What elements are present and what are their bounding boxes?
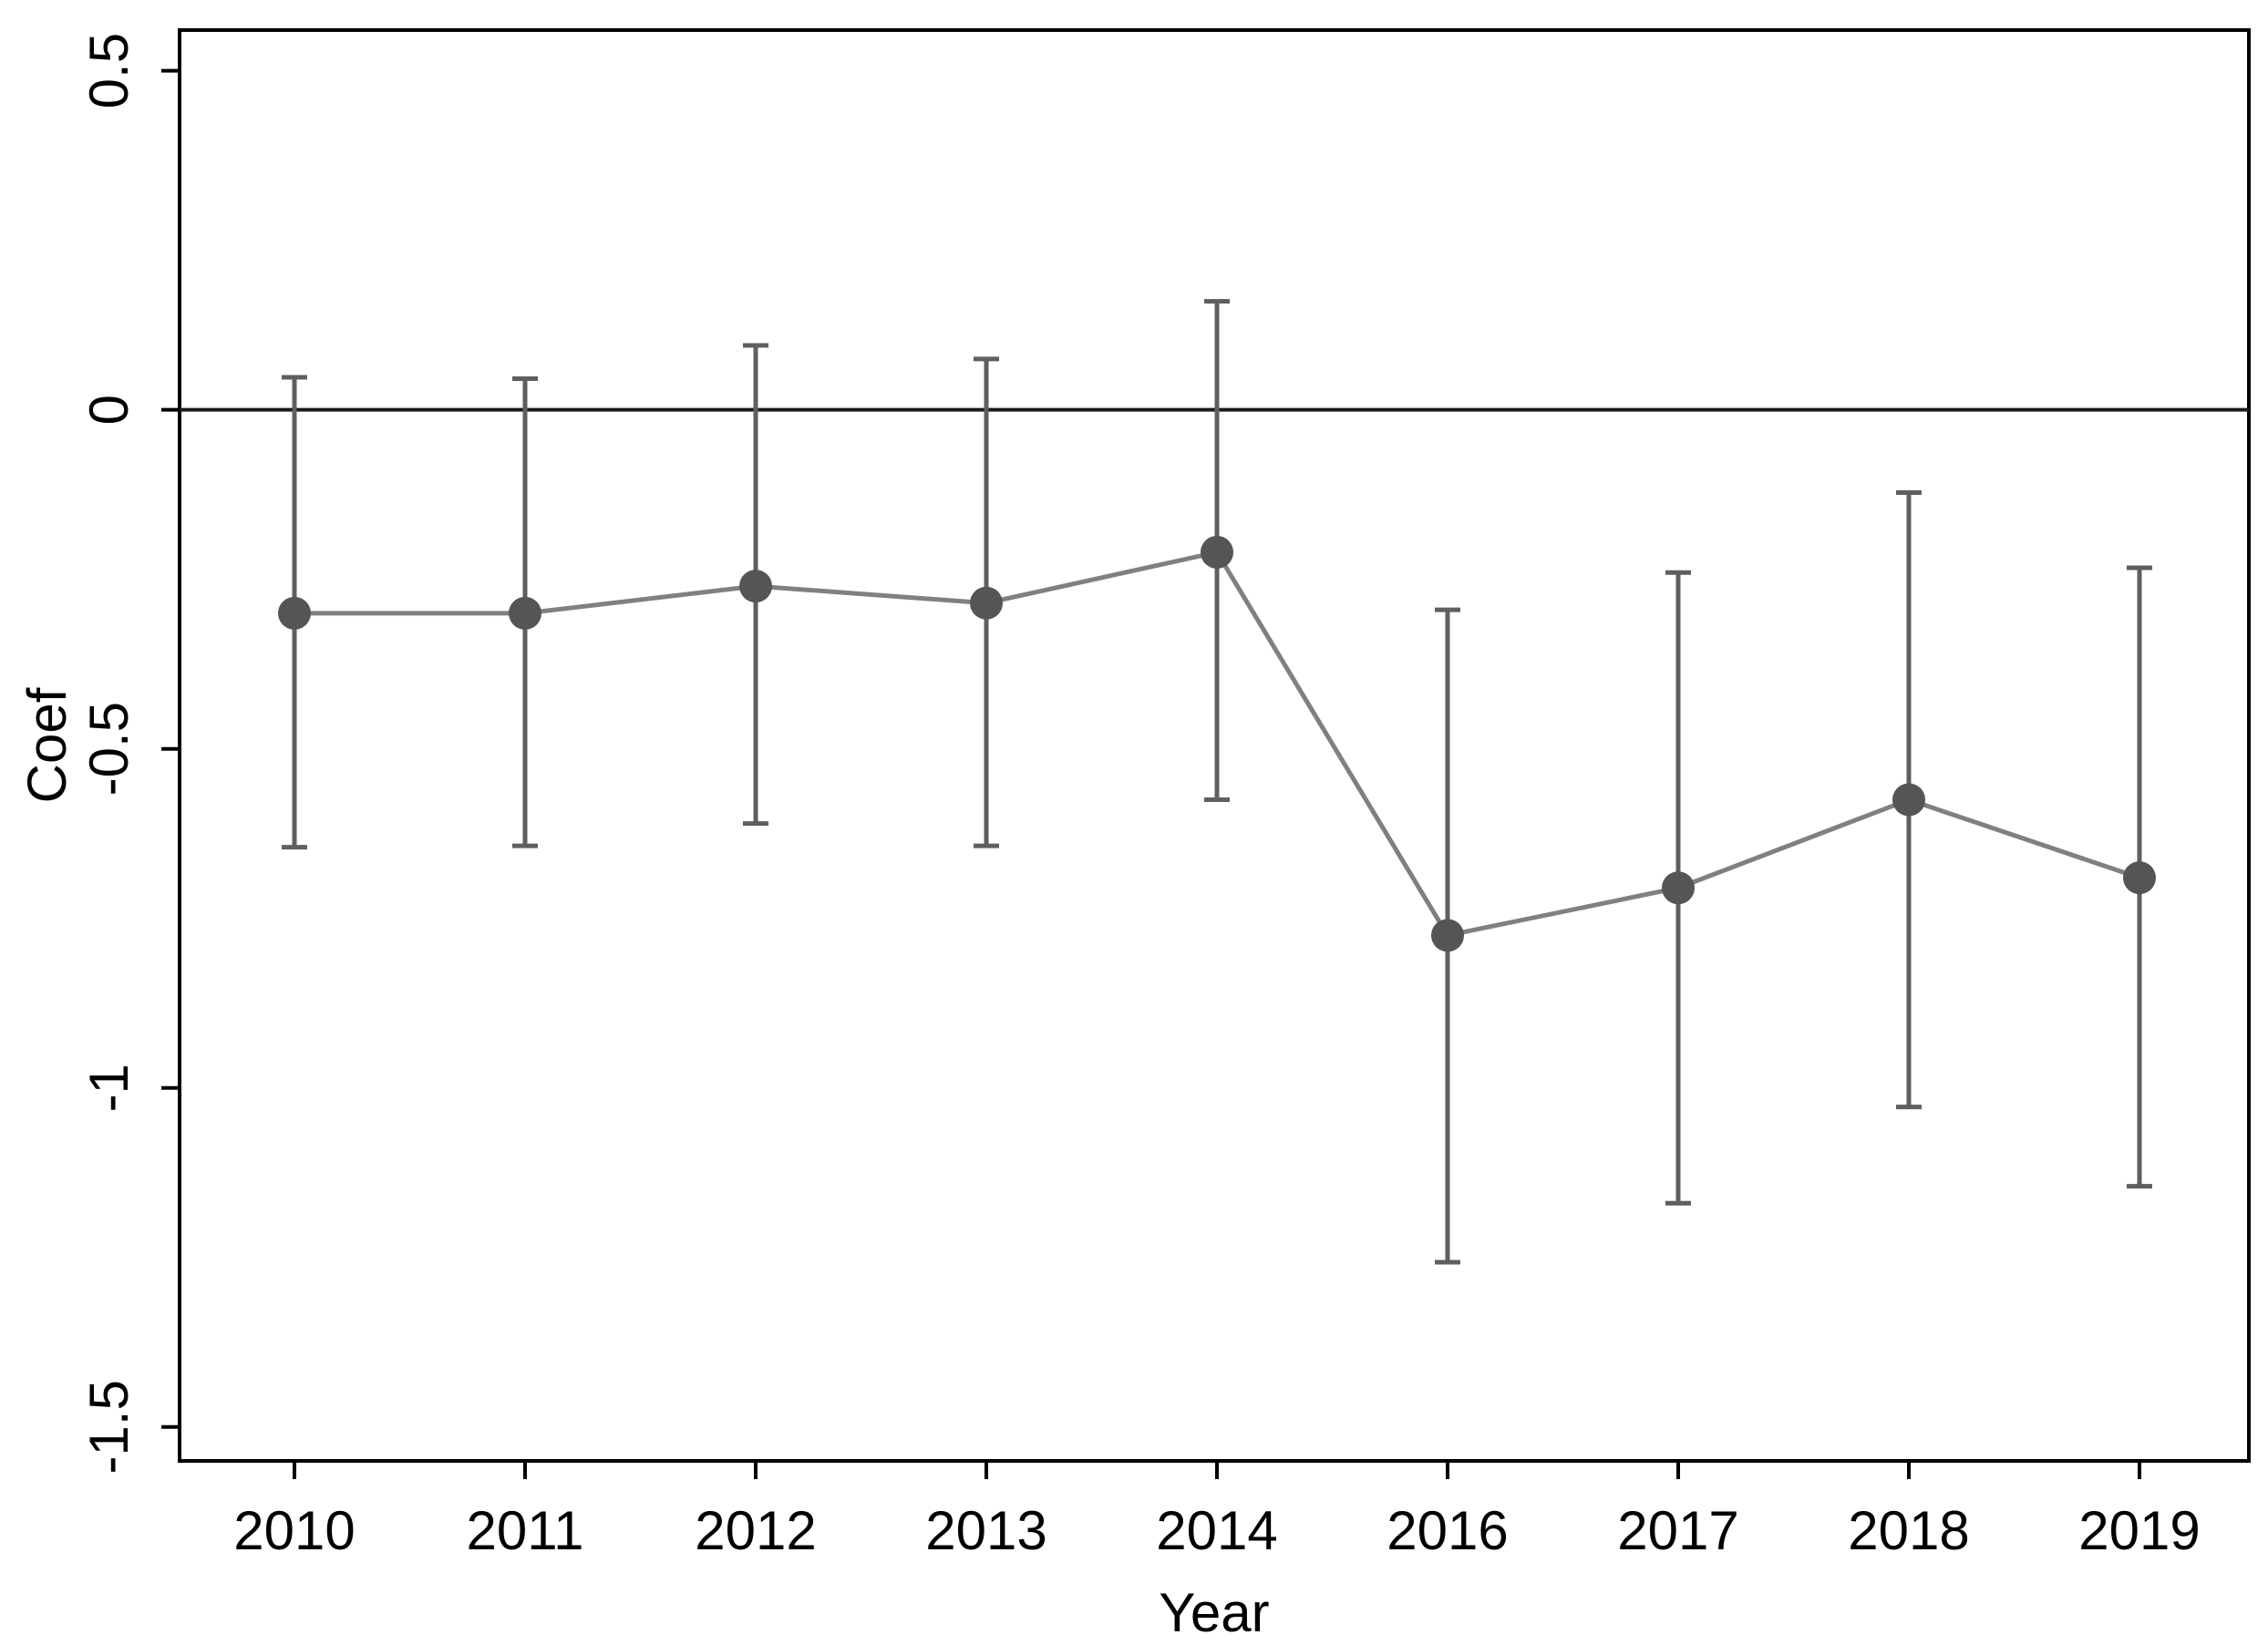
data-point [509, 596, 541, 630]
y-tick-label: 0 [78, 395, 139, 425]
y-tick-label: 0.5 [78, 33, 139, 108]
x-tick-label: 2013 [925, 1500, 1046, 1561]
y-axis: 0.5 0 -0.5 -1 -1.5 [78, 33, 180, 1474]
data-point [1431, 919, 1464, 952]
x-axis-title: Year [1159, 1582, 1269, 1643]
x-tick-label: 2017 [1617, 1500, 1738, 1561]
x-tick-label: 2018 [1848, 1500, 1969, 1561]
y-tick-label: -1.5 [78, 1380, 139, 1474]
x-tick-label: 2019 [2078, 1500, 2200, 1561]
y-tick-label: -1 [78, 1064, 139, 1112]
plot-frame [178, 28, 2251, 1463]
x-axis: 2010 2011 2012 2013 2014 2016 2017 2018 2019 [233, 1461, 2201, 1561]
data-point [1892, 783, 1925, 817]
data-point [739, 570, 772, 603]
data-point [1662, 871, 1695, 905]
x-tick-label: 2014 [1156, 1500, 1277, 1561]
y-tick-label: -0.5 [78, 702, 139, 796]
x-tick-label: 2016 [1387, 1500, 1508, 1561]
y-axis-title: Coef [16, 687, 77, 803]
x-tick-label: 2010 [233, 1500, 355, 1561]
x-tick-label: 2012 [695, 1500, 816, 1561]
data-point [2123, 861, 2156, 895]
data-point [1201, 535, 1233, 569]
data-point [970, 586, 1003, 620]
series-layer [278, 299, 2156, 1265]
data-point [278, 596, 311, 630]
x-tick-label: 2011 [466, 1500, 583, 1561]
